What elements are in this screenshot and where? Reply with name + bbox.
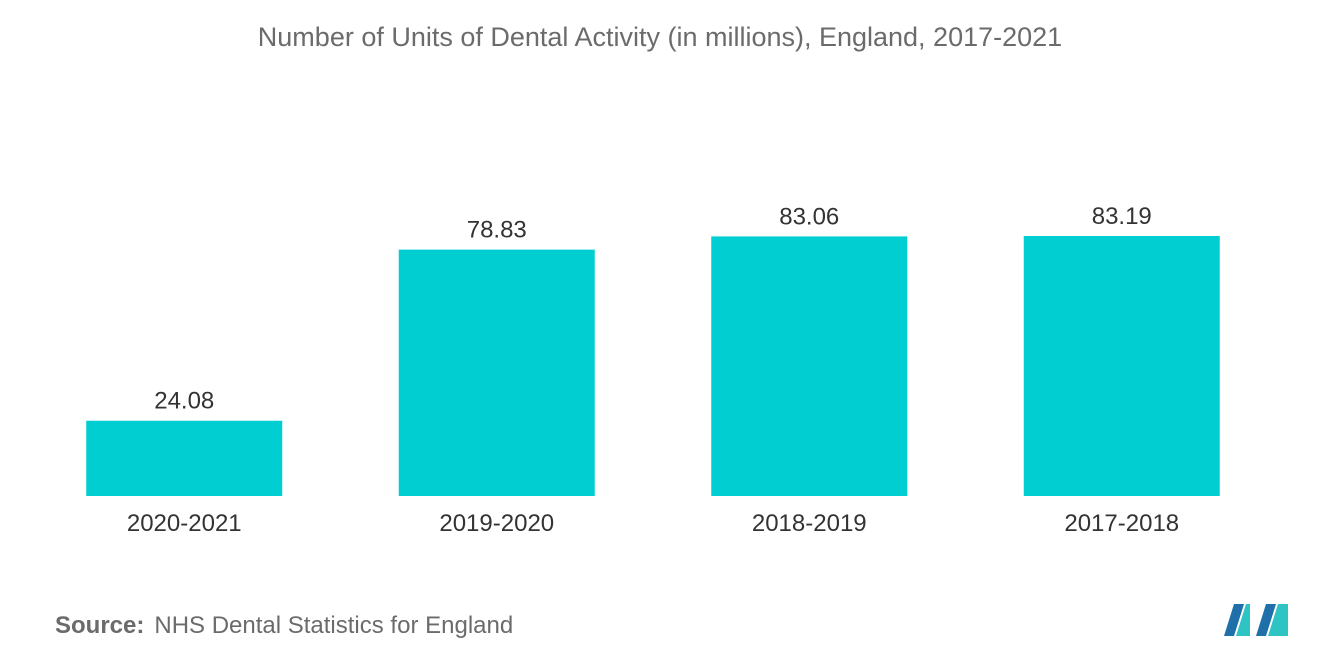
chart-title: Number of Units of Dental Activity (in m… (257, 22, 1063, 52)
data-label-2018-2019: 83.06 (779, 203, 839, 230)
bar-2019-2020 (398, 249, 595, 496)
data-label-2020-2021: 24.08 (154, 388, 214, 415)
bar-2017-2018 (1023, 236, 1220, 496)
source-note: Source: NHS Dental Statistics for England (55, 612, 513, 640)
bars-layer (86, 236, 1220, 496)
mordor-intelligence-logo-icon (1224, 604, 1288, 636)
x-tick-label-2020-2021: 2020-2021 (127, 510, 242, 537)
x-tick-label-2017-2018: 2017-2018 (1064, 510, 1179, 537)
x-tick-label-2018-2019: 2018-2019 (752, 510, 867, 537)
bar-2020-2021 (86, 420, 283, 496)
source-label: Source: (55, 612, 145, 639)
category-labels-layer: 2020-2021 2019-2020 2018-2019 2017-2018 (127, 510, 1179, 537)
data-label-2017-2018: 83.19 (1092, 203, 1152, 230)
data-label-2019-2020: 78.83 (467, 217, 527, 244)
bar-2018-2019 (711, 236, 908, 496)
source-text: NHS Dental Statistics for England (154, 612, 514, 639)
value-labels-layer: 24.08 78.83 83.06 83.19 (154, 203, 1152, 415)
x-tick-label-2019-2020: 2019-2020 (439, 510, 554, 537)
